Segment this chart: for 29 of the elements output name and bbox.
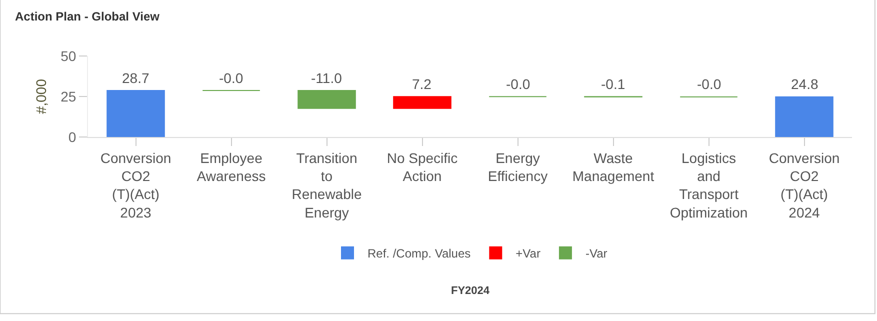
text: FY2024 xyxy=(451,285,490,297)
legend-label: Ref. /Comp. Values xyxy=(368,246,471,261)
text: -0.0 xyxy=(219,70,244,86)
text: -11.0 xyxy=(311,70,342,86)
x-tick-label: Energy Efficiency xyxy=(488,150,548,184)
text: -0.0 xyxy=(506,76,530,92)
legend-label: -Var xyxy=(585,246,608,261)
text: -0.1 xyxy=(601,76,626,92)
bar xyxy=(775,96,834,137)
bar xyxy=(298,90,356,109)
x-tick-label: Conversion CO2 (T)(Act) 2024 xyxy=(768,150,840,220)
x-tick-label: Employee Awareness xyxy=(196,150,266,184)
x-tick-label: Waste Management xyxy=(572,150,654,184)
text: 7.2 xyxy=(412,76,432,92)
y-tick-label: 25 xyxy=(60,88,76,104)
text: 28.7 xyxy=(122,70,150,86)
bar xyxy=(106,90,165,137)
legend-label: +Var xyxy=(516,246,540,261)
text: 24.8 xyxy=(791,76,818,92)
x-tick-label: No Specific Action xyxy=(386,150,458,184)
y-axis-title: #,000 xyxy=(33,78,50,114)
x-tick-label: Transition to Renewable Energy xyxy=(292,150,362,220)
y-tick-label: 0 xyxy=(68,128,76,145)
bar xyxy=(393,96,452,109)
x-tick-label: Conversion CO2 (T)(Act) 2023 xyxy=(100,150,172,220)
y-tick-label: 50 xyxy=(60,48,76,64)
x-tick-label: Logistics and Transport Optimization xyxy=(670,150,748,220)
text: -0.0 xyxy=(697,76,722,92)
chart-title: Action Plan - Global View xyxy=(15,9,160,24)
